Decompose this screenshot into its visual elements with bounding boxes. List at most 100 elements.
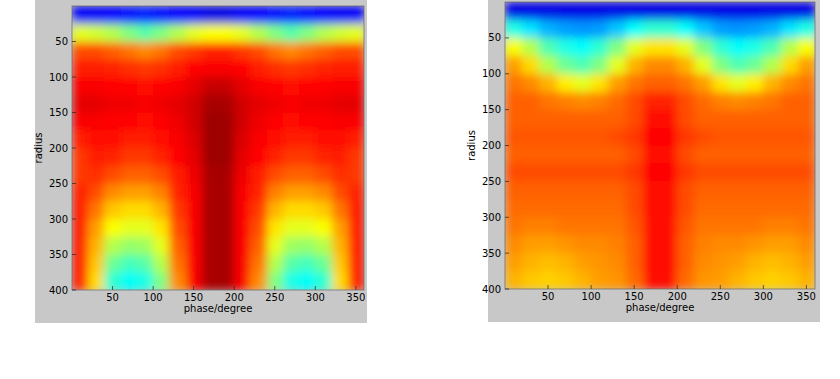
cell xyxy=(137,219,154,237)
cell xyxy=(591,163,609,182)
cell xyxy=(332,255,349,273)
cell xyxy=(153,59,170,77)
cell xyxy=(137,184,154,202)
cell xyxy=(763,110,781,129)
cell xyxy=(677,38,695,57)
cell xyxy=(660,217,678,236)
cell xyxy=(694,253,712,272)
cell xyxy=(332,130,349,148)
cell xyxy=(608,271,626,289)
cell xyxy=(608,128,626,147)
cell xyxy=(72,42,89,60)
cell xyxy=(186,237,203,255)
cell xyxy=(202,95,219,113)
cell xyxy=(283,184,300,202)
cell xyxy=(505,217,523,236)
cell xyxy=(746,92,764,111)
cell xyxy=(746,217,764,236)
cell xyxy=(72,184,89,202)
cell xyxy=(591,56,609,75)
cell xyxy=(522,199,540,218)
cell xyxy=(348,255,364,273)
cell xyxy=(283,201,300,219)
cell xyxy=(348,77,364,95)
cell xyxy=(72,6,89,24)
cell xyxy=(574,199,592,218)
cell xyxy=(283,130,300,148)
cell xyxy=(798,163,815,182)
cell xyxy=(153,95,170,113)
cell xyxy=(88,237,105,255)
cell xyxy=(104,59,121,77)
y-tick-label: 300 xyxy=(482,212,501,223)
cell xyxy=(169,113,186,131)
cell xyxy=(299,237,316,255)
cell xyxy=(677,2,695,21)
cell xyxy=(712,2,730,21)
cell xyxy=(539,181,557,200)
cell xyxy=(348,166,364,184)
y-tick xyxy=(505,253,509,254)
y-axis-label: radius xyxy=(466,130,477,161)
cell xyxy=(522,217,540,236)
cell xyxy=(218,6,235,24)
cell xyxy=(729,235,747,254)
cell xyxy=(299,272,316,290)
cell xyxy=(729,199,747,218)
cell xyxy=(202,6,219,24)
cell xyxy=(104,219,121,237)
cell xyxy=(348,184,364,202)
cell xyxy=(234,148,251,166)
y-tick xyxy=(505,181,509,182)
cell xyxy=(626,56,644,75)
cell xyxy=(234,95,251,113)
cell xyxy=(522,163,540,182)
cell xyxy=(153,148,170,166)
plot-area xyxy=(72,6,364,290)
cell xyxy=(591,253,609,272)
cell xyxy=(729,92,747,111)
cell xyxy=(694,235,712,254)
cell xyxy=(202,24,219,42)
cell xyxy=(729,38,747,57)
cell xyxy=(591,92,609,111)
cell xyxy=(153,255,170,273)
cell xyxy=(299,166,316,184)
cell xyxy=(746,271,764,289)
cell xyxy=(798,146,815,165)
x-tick-label: 50 xyxy=(106,292,119,303)
cell xyxy=(104,24,121,42)
cell xyxy=(539,235,557,254)
cell xyxy=(88,272,105,290)
cell xyxy=(202,272,219,290)
x-axis-label: phase/degree xyxy=(626,302,695,313)
cell xyxy=(522,128,540,147)
cell xyxy=(104,6,121,24)
cell xyxy=(104,166,121,184)
cell xyxy=(763,146,781,165)
cell xyxy=(798,235,815,254)
cell xyxy=(539,271,557,289)
cell xyxy=(315,77,332,95)
y-tick xyxy=(505,73,509,74)
cell xyxy=(267,130,284,148)
x-tick-label: 350 xyxy=(346,292,365,303)
cell xyxy=(763,253,781,272)
cell xyxy=(763,38,781,57)
cell xyxy=(121,77,138,95)
cell xyxy=(626,146,644,165)
cell xyxy=(332,201,349,219)
cell xyxy=(72,272,89,290)
cell xyxy=(315,272,332,290)
cell xyxy=(315,42,332,60)
x-tick xyxy=(548,285,549,289)
x-tick-label: 200 xyxy=(668,291,687,302)
cell xyxy=(505,38,523,57)
cell xyxy=(283,77,300,95)
cell xyxy=(574,217,592,236)
cell xyxy=(283,148,300,166)
cell xyxy=(348,237,364,255)
cell xyxy=(88,184,105,202)
cell xyxy=(694,163,712,182)
cell xyxy=(763,217,781,236)
